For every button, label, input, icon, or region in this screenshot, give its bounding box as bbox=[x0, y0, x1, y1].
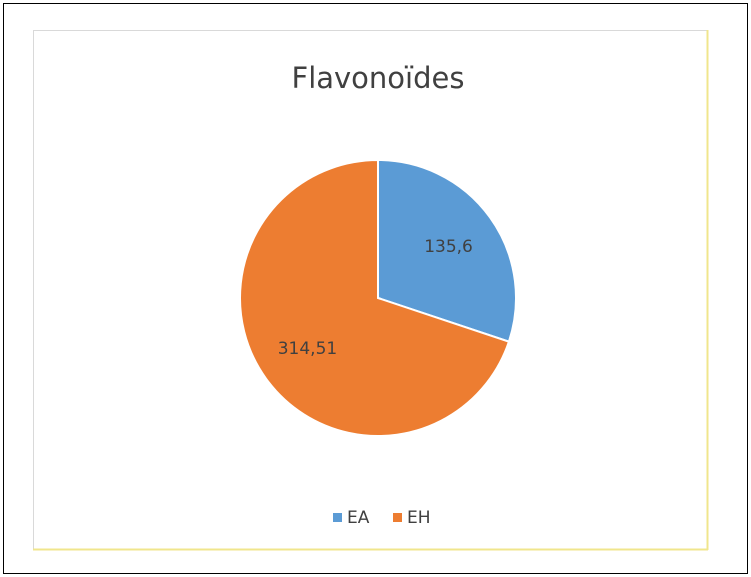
pie-slice bbox=[239, 158, 511, 437]
legend-label: EA bbox=[347, 508, 370, 528]
chart-title: Flavonoïdes bbox=[292, 61, 465, 95]
legend-swatch bbox=[333, 513, 342, 522]
legend-label: EH bbox=[407, 508, 431, 528]
pie-slice bbox=[377, 158, 517, 343]
data-label: 314,51 bbox=[278, 339, 337, 359]
data-label: 135,6 bbox=[424, 237, 473, 257]
legend-swatch bbox=[393, 513, 402, 522]
